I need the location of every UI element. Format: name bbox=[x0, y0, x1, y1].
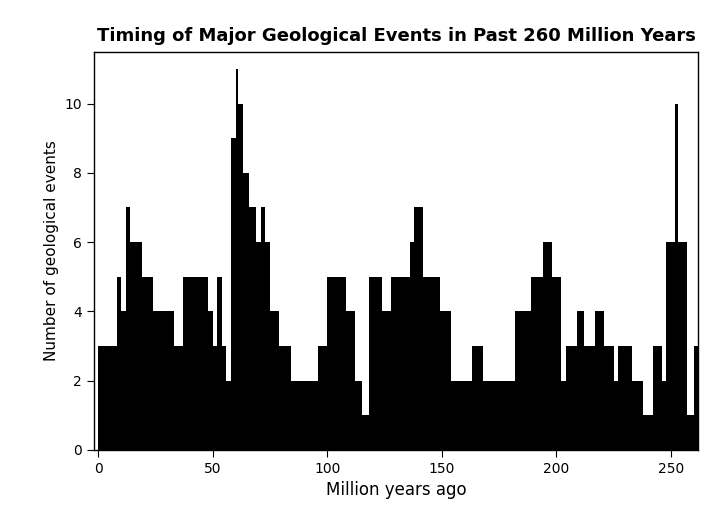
Bar bbox=[261, 207, 266, 450]
Bar bbox=[305, 381, 318, 450]
Bar bbox=[666, 242, 671, 450]
Bar bbox=[279, 346, 291, 450]
Bar bbox=[238, 103, 243, 450]
Bar bbox=[671, 242, 675, 450]
Bar bbox=[266, 242, 270, 450]
Title: Timing of Major Geological Events in Past 260 Million Years: Timing of Major Geological Events in Pas… bbox=[96, 26, 696, 44]
Bar bbox=[613, 381, 618, 450]
Bar bbox=[460, 381, 472, 450]
Bar bbox=[618, 346, 623, 450]
Bar bbox=[291, 381, 305, 450]
Bar bbox=[328, 277, 346, 450]
Bar bbox=[632, 381, 644, 450]
Bar bbox=[231, 138, 243, 450]
Bar bbox=[405, 277, 410, 450]
Bar bbox=[142, 277, 153, 450]
Bar bbox=[497, 381, 515, 450]
Bar bbox=[217, 277, 222, 450]
Bar bbox=[687, 415, 694, 450]
Bar bbox=[678, 242, 687, 450]
Bar bbox=[561, 381, 565, 450]
Bar bbox=[208, 311, 212, 450]
Bar bbox=[565, 346, 577, 450]
Bar bbox=[256, 242, 261, 450]
Bar bbox=[595, 311, 605, 450]
Bar bbox=[547, 242, 552, 450]
Bar bbox=[423, 277, 433, 450]
Bar bbox=[451, 381, 460, 450]
Y-axis label: Number of geological events: Number of geological events bbox=[44, 140, 58, 361]
Bar bbox=[675, 103, 678, 450]
Bar bbox=[126, 207, 130, 450]
Bar bbox=[174, 346, 183, 450]
Bar bbox=[694, 346, 698, 450]
Bar bbox=[153, 311, 165, 450]
Bar bbox=[543, 242, 547, 450]
Bar bbox=[400, 277, 405, 450]
Bar bbox=[552, 277, 561, 450]
Bar bbox=[515, 311, 531, 450]
Bar bbox=[577, 311, 584, 450]
Bar bbox=[117, 277, 121, 450]
Bar bbox=[243, 173, 249, 450]
Bar bbox=[605, 346, 613, 450]
Bar bbox=[662, 381, 666, 450]
Bar bbox=[644, 415, 652, 450]
Bar bbox=[652, 346, 662, 450]
Bar bbox=[227, 381, 231, 450]
Bar bbox=[98, 346, 117, 450]
Bar bbox=[121, 311, 126, 450]
Bar bbox=[355, 381, 361, 450]
Bar bbox=[410, 242, 414, 450]
Bar bbox=[623, 346, 632, 450]
Bar bbox=[137, 242, 142, 450]
Bar bbox=[382, 311, 392, 450]
Bar bbox=[202, 277, 208, 450]
Bar bbox=[318, 346, 336, 450]
Bar bbox=[361, 415, 369, 450]
Bar bbox=[270, 311, 279, 450]
Bar bbox=[212, 346, 217, 450]
Bar bbox=[433, 277, 439, 450]
Bar bbox=[183, 277, 202, 450]
Bar bbox=[222, 346, 227, 450]
Bar bbox=[531, 277, 543, 450]
X-axis label: Million years ago: Million years ago bbox=[325, 481, 467, 499]
Bar bbox=[346, 311, 355, 450]
Bar bbox=[165, 311, 174, 450]
Bar bbox=[584, 346, 595, 450]
Bar bbox=[130, 242, 137, 450]
Bar bbox=[249, 207, 256, 450]
Bar bbox=[472, 346, 483, 450]
Bar bbox=[439, 311, 451, 450]
Bar bbox=[369, 277, 382, 450]
Bar bbox=[392, 277, 400, 450]
Bar bbox=[235, 69, 238, 450]
Bar bbox=[414, 207, 423, 450]
Bar bbox=[483, 381, 497, 450]
